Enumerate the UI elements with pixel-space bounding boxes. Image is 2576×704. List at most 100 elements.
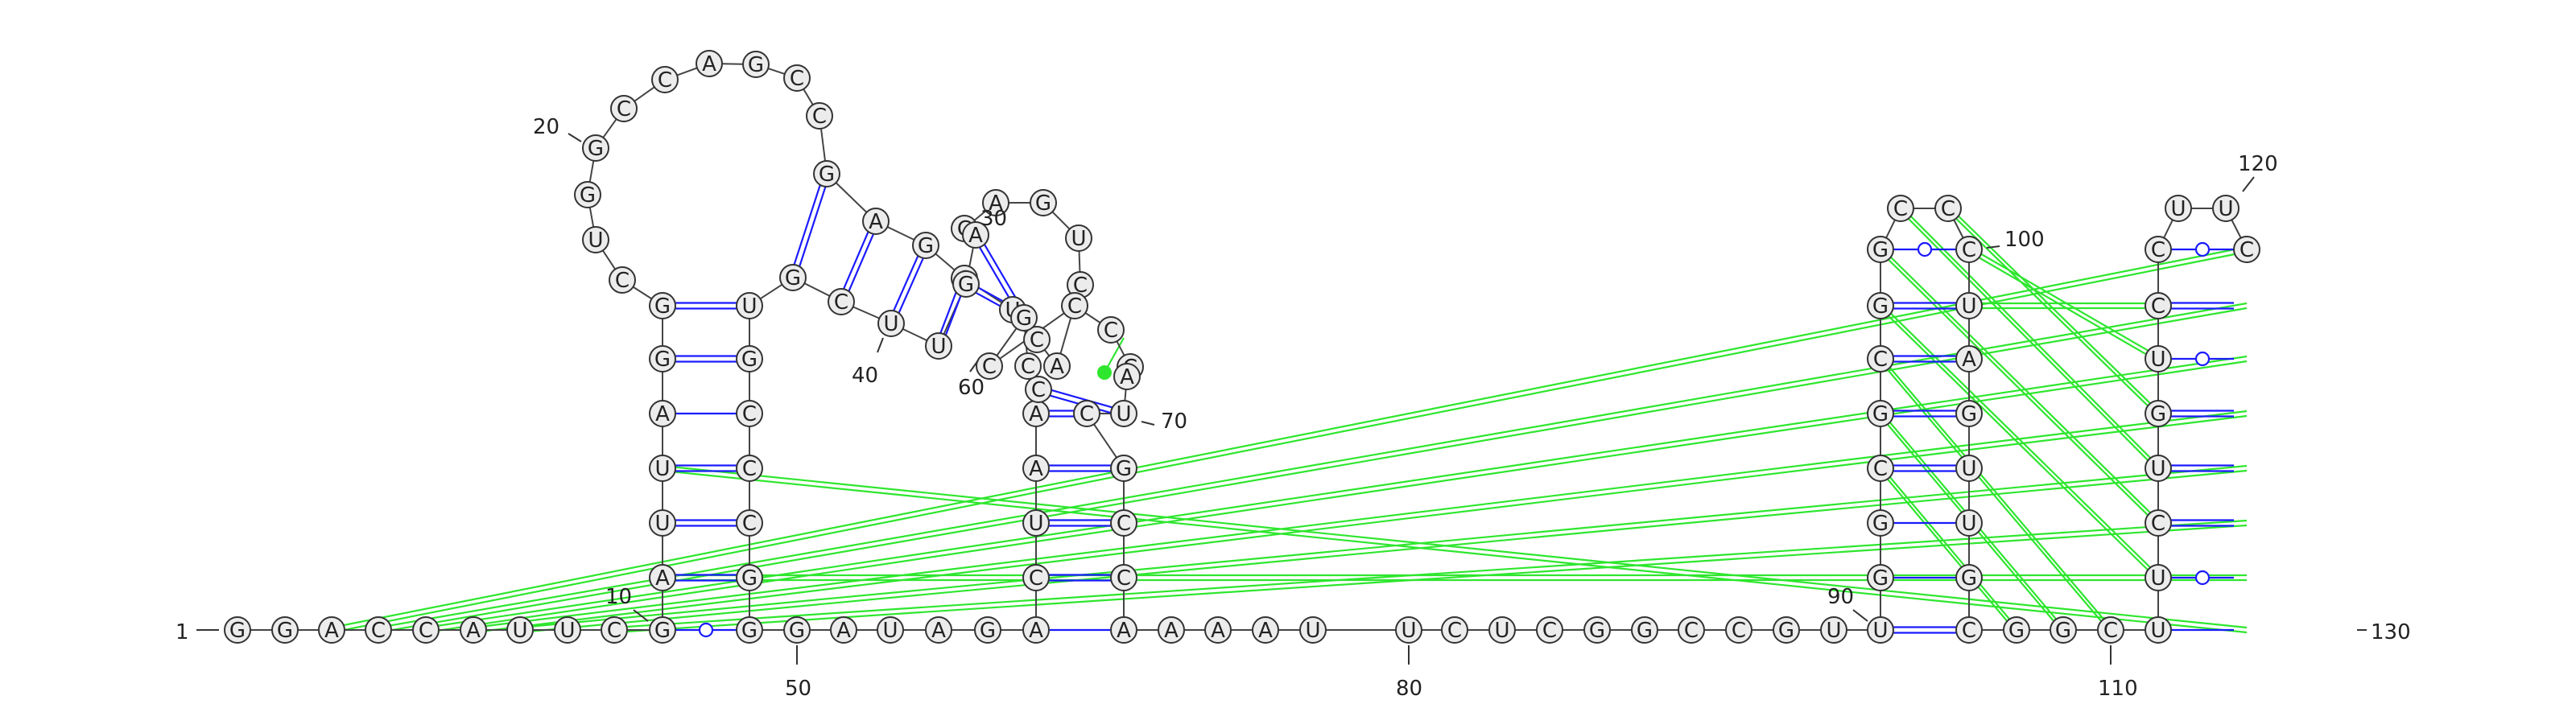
svg-text:C: C [1542,619,1557,643]
backbone-segment [1953,219,1964,239]
nucleotide: G [2145,400,2172,427]
nucleotide: G [1955,400,1983,427]
svg-text:C: C [812,105,827,129]
svg-text:A: A [466,619,481,643]
nucleotide: G [1867,564,1894,591]
svg-text:C: C [419,619,433,643]
wobble-pair-marker [2194,241,2211,257]
svg-text:C: C [742,512,757,536]
position-tick [1141,421,1155,426]
svg-text:A: A [655,566,670,591]
nucleotide: U [2145,455,2172,482]
nucleotide: C [412,616,440,644]
nucleotide: G [224,616,251,644]
wobble-pair-marker [2194,351,2211,367]
backbone-segment [935,253,956,271]
wobble-pair-marker [1917,241,1933,257]
svg-text:G: G [1872,238,1889,262]
position-label: 130 [2371,620,2411,644]
position-tick [1986,245,2000,249]
svg-text:A: A [989,191,1003,216]
base-pair-line [939,289,959,334]
svg-text:U: U [2218,197,2233,221]
nucleotide: G [736,345,763,373]
svg-text:U: U [1071,227,1086,251]
tertiary-interaction [1968,251,2159,362]
tertiary-interaction [662,469,2248,634]
svg-text:G: G [785,266,801,290]
svg-text:C: C [658,68,672,93]
nucleotide: U [2165,195,2192,222]
nucleotide: C [1022,564,1050,591]
svg-text:G: G [277,619,293,643]
nucleotide: U [2212,195,2240,222]
nucleotide: C [1725,616,1752,644]
nucleotide: C [1678,616,1705,644]
nucleotide: G [582,134,609,162]
backbone-segment [634,86,655,102]
nucleotide: C [1887,195,1914,222]
backbone-segment [996,327,1018,356]
svg-text:C: C [1732,619,1746,643]
nucleotide: C [601,616,628,644]
svg-text:G: G [1778,619,1794,643]
nucleotide: C [1441,616,1468,644]
nucleotide: C [2145,509,2172,537]
position-label: 10 [605,585,632,609]
nucleotide: U [649,509,676,537]
backbone-segment [1093,423,1117,459]
tertiary-interaction [473,410,2248,629]
nucleotide: G [649,292,676,319]
tertiary-interaction [331,245,2248,629]
position-label: 80 [1396,677,1422,701]
nucleotide: C [1867,455,1894,482]
nucleotide: U [736,292,763,319]
svg-text:C: C [1080,402,1094,426]
wobble-pair-marker [2194,570,2211,586]
nucleotide: G [1867,292,1894,319]
tertiary-interaction [1880,307,2159,581]
backbone-segment [2163,219,2174,239]
svg-text:C: C [2103,619,2118,643]
nucleotide: A [962,221,989,249]
nucleotide: G [952,270,980,298]
svg-text:A: A [1962,348,1976,372]
svg-text:A: A [1050,355,1064,379]
nucleotide: G [1867,400,1894,427]
svg-text:G: G [1872,402,1889,426]
svg-text:G: G [654,294,671,319]
svg-text:A: A [1029,457,1043,481]
nucleotide: G [574,181,601,208]
nucleotide: C [1073,400,1100,427]
svg-text:C: C [1073,274,1088,298]
svg-text:C: C [615,269,630,293]
position-tick [633,609,649,622]
svg-text:G: G [741,348,758,372]
nucleotide: U [1867,616,1894,644]
nucleotide: G [783,616,811,644]
nucleotide: C [365,616,392,644]
nucleotide: A [1110,616,1137,644]
position-label: 70 [1161,410,1187,434]
backbone-segment [819,128,827,162]
nucleotide: A [460,616,487,644]
position-label: 100 [2004,228,2045,252]
backbone-segment [2231,219,2242,239]
svg-text:G: G [1035,191,1051,216]
svg-text:G: G [2008,619,2025,643]
nucleotide: C [1110,564,1137,591]
svg-text:U: U [741,294,757,319]
nucleotide: C [1067,271,1094,298]
nucleotide: C [736,400,763,427]
nucleotide: C [2097,616,2124,644]
nucleotide: U [1065,224,1092,252]
backbone-segment [588,207,595,228]
svg-text:A: A [968,224,983,248]
svg-text:A: A [1164,619,1179,643]
svg-text:C: C [607,619,621,643]
svg-text:U: U [1028,512,1043,536]
base-pair-line [944,290,964,336]
svg-text:C: C [982,355,997,379]
svg-text:A: A [1029,619,1043,643]
